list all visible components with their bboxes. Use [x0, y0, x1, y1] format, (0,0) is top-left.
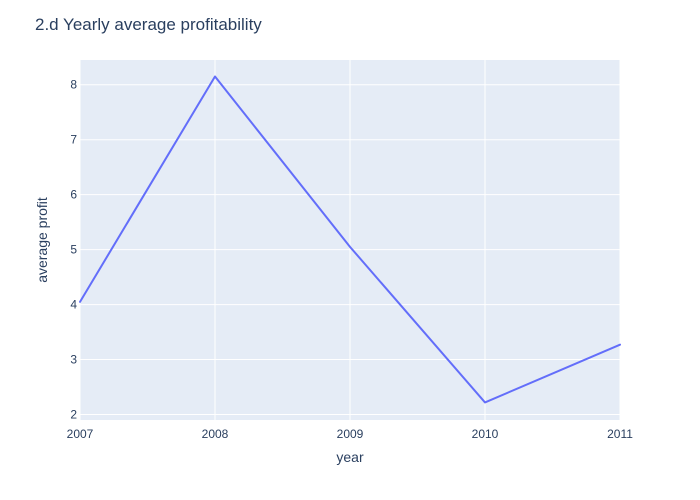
- y-tick-label: 8: [70, 78, 77, 92]
- series-line: [79, 75, 621, 404]
- y-tick-label: 2: [70, 408, 77, 422]
- x-tick-label: 2007: [67, 427, 94, 441]
- x-tick-label: 2009: [337, 427, 364, 441]
- gridlines: [79, 60, 621, 420]
- x-axis-title: year: [336, 449, 364, 465]
- chart-title: 2.d Yearly average profitability: [35, 15, 262, 34]
- series-layer: [79, 75, 621, 404]
- y-tick-label: 3: [70, 353, 77, 367]
- x-axis-ticks: 2007 2008 2009 2010 2011: [67, 427, 634, 441]
- y-tick-label: 5: [70, 243, 77, 257]
- x-tick-label: 2008: [202, 427, 229, 441]
- y-axis-title: average profit: [34, 197, 50, 283]
- y-tick-label: 4: [70, 298, 77, 312]
- x-tick-label: 2010: [472, 427, 499, 441]
- y-axis-ticks: 2 3 4 5 6 7 8: [70, 78, 77, 422]
- y-tick-label: 6: [70, 188, 77, 202]
- x-tick-label: 2011: [607, 427, 633, 441]
- y-tick-label: 7: [70, 133, 77, 147]
